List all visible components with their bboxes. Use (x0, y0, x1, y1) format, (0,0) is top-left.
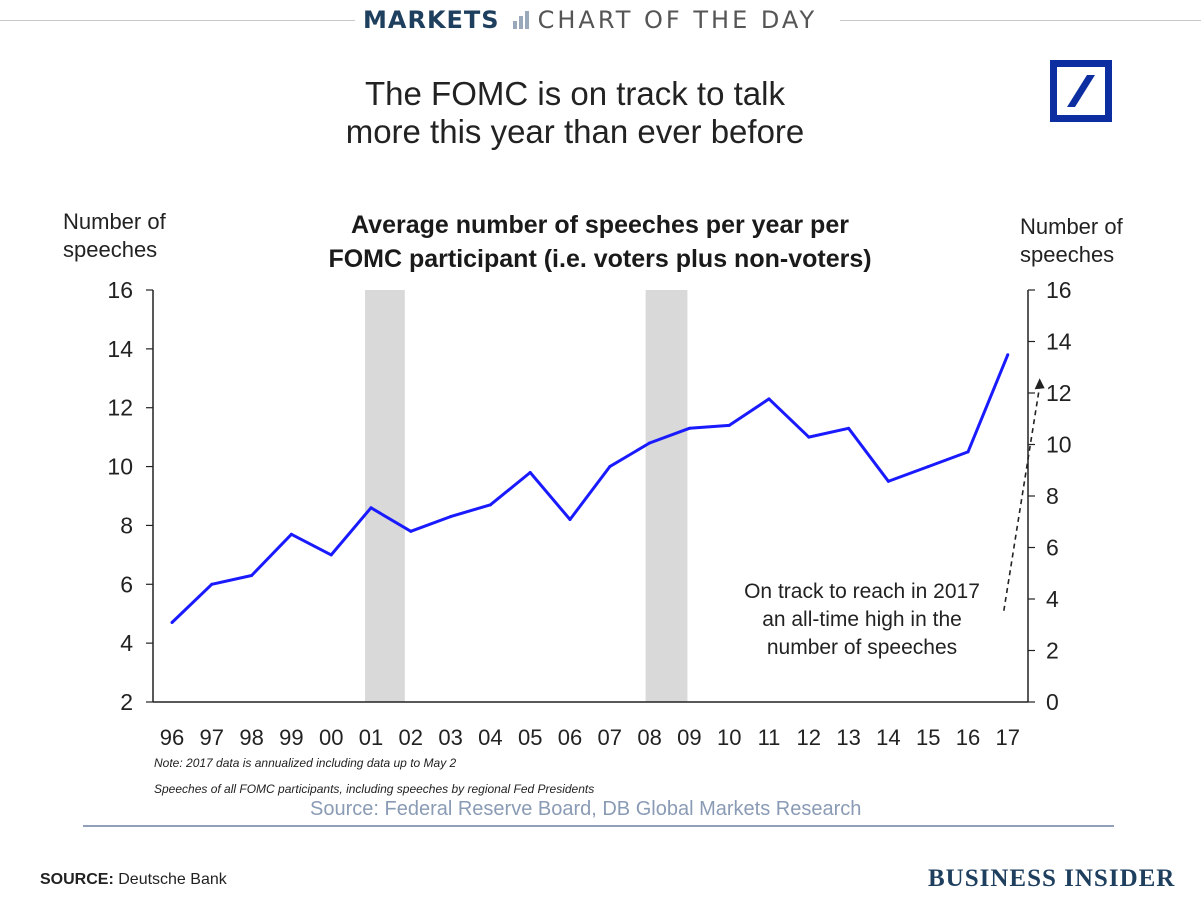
data-point-08 (648, 441, 652, 445)
data-point-02 (409, 529, 413, 533)
footer-source: SOURCE: Deutsche Bank (40, 871, 227, 889)
data-point-14 (886, 479, 890, 483)
chart-title: Average number of speeches per year per … (250, 208, 950, 276)
annotation-text-line3: number of speeches (767, 636, 957, 659)
chart-title-line1: Average number of speeches per year per (351, 211, 849, 239)
footer-source-label: SOURCE: (40, 871, 114, 888)
annotation-text-line1: On track to reach in 2017 (744, 580, 980, 603)
recession-shade-0 (365, 290, 405, 702)
chart-note-participants: Speeches of all FOMC participants, inclu… (154, 782, 595, 796)
y-tick-label-left-2: 2 (120, 689, 133, 715)
footer-source-value: Deutsche Bank (118, 871, 227, 888)
business-insider-logo[interactable]: BUSINESS INSIDER (928, 865, 1176, 892)
y-tick-label-left-14: 14 (107, 336, 133, 362)
footer-divider (83, 825, 1114, 827)
data-point-01 (369, 506, 373, 510)
header-section[interactable]: MARKETS (363, 6, 500, 34)
data-point-03 (449, 515, 453, 519)
y-axis-label-right-line2: speeches (1020, 242, 1115, 267)
y-tick-label-right-8: 8 (1046, 483, 1059, 509)
data-point-11 (767, 397, 771, 401)
annotation-arrow-shaft (1003, 386, 1041, 611)
y-axis-label-right: Number of speeches (1020, 213, 1150, 269)
data-point-97 (210, 582, 214, 586)
y-tick-label-right-4: 4 (1046, 586, 1059, 612)
y-axis-label-left: Number of speeches (63, 208, 193, 264)
y-tick-label-right-12: 12 (1046, 380, 1072, 406)
series-line (170, 354, 1010, 624)
x-tick-label-03: 03 (438, 725, 462, 750)
x-tick-label-13: 13 (836, 725, 860, 750)
x-tick-label-97: 97 (200, 725, 224, 750)
x-tick-label-01: 01 (359, 725, 383, 750)
x-tick-label-99: 99 (279, 725, 303, 750)
x-tick-label-96: 96 (160, 725, 184, 750)
data-point-96 (170, 621, 174, 625)
x-tick-label-15: 15 (916, 725, 940, 750)
bar-chart-icon (510, 9, 532, 29)
y-axis-label-left-line1: Number of (63, 209, 166, 234)
x-tick-label-12: 12 (797, 725, 821, 750)
y-axis-label-right-line1: Number of (1020, 214, 1123, 239)
x-tick-label-06: 06 (558, 725, 582, 750)
chart-title-line2: FOMC participant (i.e. voters plus non-v… (328, 245, 872, 273)
y-tick-label-right-2: 2 (1046, 638, 1059, 664)
main-title-line1: The FOMC is on track to talk (365, 75, 785, 112)
data-point-99 (289, 532, 293, 536)
data-point-09 (687, 426, 691, 430)
annotation-text-line2: an all-time high in the (762, 608, 962, 631)
data-point-98 (250, 573, 254, 577)
y-tick-label-left-10: 10 (107, 454, 133, 480)
data-point-13 (847, 426, 851, 430)
y-tick-label-right-0: 0 (1046, 689, 1059, 715)
x-tick-label-08: 08 (637, 725, 661, 750)
chart-note-annualized: Note: 2017 data is annualized including … (154, 756, 457, 770)
header-title: MARKETS CHART OF THE DAY (363, 6, 817, 35)
data-point-04 (488, 503, 492, 507)
y-tick-label-left-8: 8 (120, 512, 133, 538)
data-point-05 (528, 470, 532, 474)
x-tick-label-00: 00 (319, 725, 343, 750)
annotation-arrowhead (1034, 378, 1045, 390)
data-point-07 (608, 465, 612, 469)
x-tick-label-04: 04 (478, 725, 502, 750)
x-tick-label-09: 09 (677, 725, 701, 750)
recession-shade-1 (645, 290, 688, 702)
y-tick-label-right-10: 10 (1046, 432, 1072, 458)
y-tick-label-left-12: 12 (107, 395, 133, 421)
x-tick-label-14: 14 (876, 725, 900, 750)
data-point-00 (329, 553, 333, 557)
x-tick-label-02: 02 (399, 725, 423, 750)
y-tick-label-right-14: 14 (1046, 329, 1072, 355)
x-tick-label-98: 98 (239, 725, 263, 750)
data-point-15 (926, 465, 930, 469)
main-title: The FOMC is on track to talk more this y… (260, 75, 890, 151)
data-point-06 (568, 518, 572, 522)
y-tick-label-right-16: 16 (1046, 277, 1072, 303)
header-tagline: CHART OF THE DAY (537, 6, 818, 34)
header-bar: MARKETS CHART OF THE DAY (0, 0, 1201, 44)
data-point-17 (1006, 353, 1010, 357)
y-tick-label-left-4: 4 (120, 630, 133, 656)
y-tick-label-right-6: 6 (1046, 535, 1059, 561)
x-tick-label-11: 11 (758, 725, 781, 750)
data-point-16 (966, 450, 970, 454)
y-axis-label-left-line2: speeches (63, 237, 158, 262)
x-tick-label-10: 10 (717, 725, 741, 750)
x-tick-label-05: 05 (518, 725, 542, 750)
y-tick-label-left-16: 16 (107, 277, 133, 303)
x-tick-label-17: 17 (996, 725, 1020, 750)
data-point-12 (807, 435, 811, 439)
deutsche-bank-logo (1050, 60, 1112, 122)
logo-inner (1057, 67, 1105, 115)
x-tick-label-16: 16 (956, 725, 980, 750)
chart-source: Source: Federal Reserve Board, DB Global… (310, 798, 862, 820)
header-rule-left (0, 20, 355, 21)
data-point-10 (727, 423, 731, 427)
x-tick-label-07: 07 (598, 725, 622, 750)
y-tick-label-left-6: 6 (120, 571, 133, 597)
main-title-line2: more this year than ever before (345, 113, 805, 150)
header-rule-right (840, 20, 1201, 21)
